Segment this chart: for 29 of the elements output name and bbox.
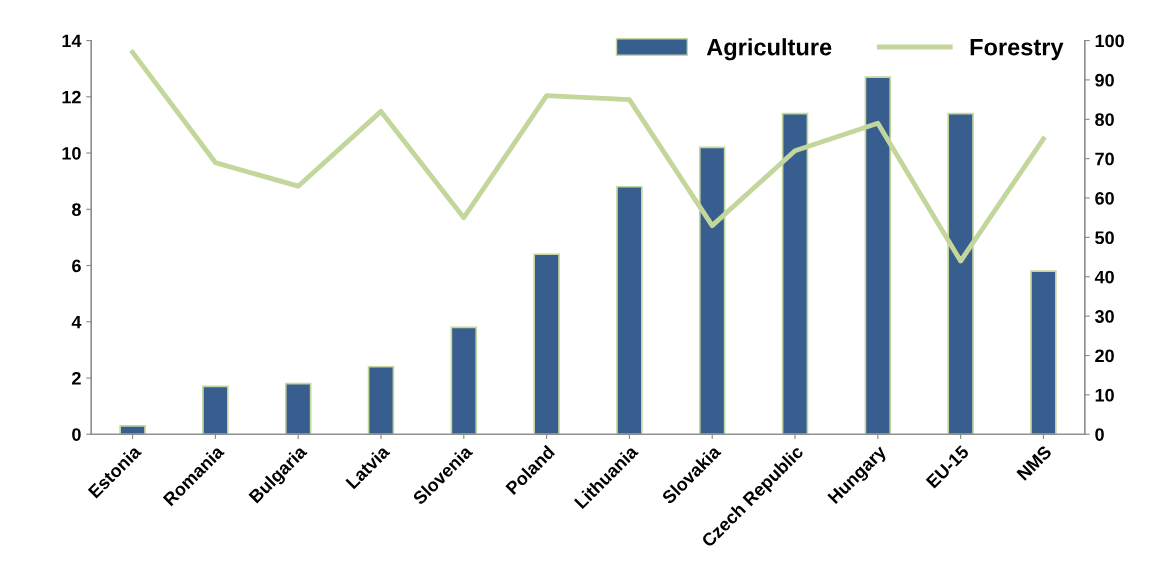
y-tick-label: 0: [72, 428, 81, 441]
bar: [119, 424, 146, 435]
bar: [616, 185, 643, 435]
y-tick-label: 6: [72, 259, 81, 273]
y2-tick-label: 50: [1095, 231, 1114, 245]
legend-label: Forestry: [970, 39, 1064, 61]
y2-tick-label: 80: [1095, 113, 1114, 126]
y2-tick-label: 70: [1095, 152, 1114, 166]
y2-tick-label: 20: [1095, 349, 1114, 363]
y-tick-label: 8: [71, 203, 81, 216]
y-tick-label: 14: [62, 34, 82, 48]
y2-tick-label: 0: [1095, 428, 1104, 441]
y2-tick-label: 40: [1094, 270, 1114, 284]
bar: [1030, 270, 1057, 435]
y2-tick-label: 10: [1095, 388, 1114, 402]
bar: [367, 365, 395, 435]
y2-tick-label: 100: [1095, 34, 1124, 48]
bar: [284, 382, 312, 435]
bar: [450, 326, 478, 435]
y-tick-label: 2: [72, 371, 81, 385]
y-tick-label: 4: [71, 315, 82, 329]
y2-tick-label: 60: [1095, 191, 1114, 205]
bar: [533, 253, 560, 435]
bar: [202, 385, 229, 435]
legend-label: Agriculture: [706, 38, 832, 61]
y-tick-label: 10: [62, 146, 81, 160]
y2-tick-label: 90: [1095, 73, 1114, 87]
y-tick-label: 12: [62, 90, 81, 104]
y2-tick-label: 30: [1094, 310, 1114, 323]
